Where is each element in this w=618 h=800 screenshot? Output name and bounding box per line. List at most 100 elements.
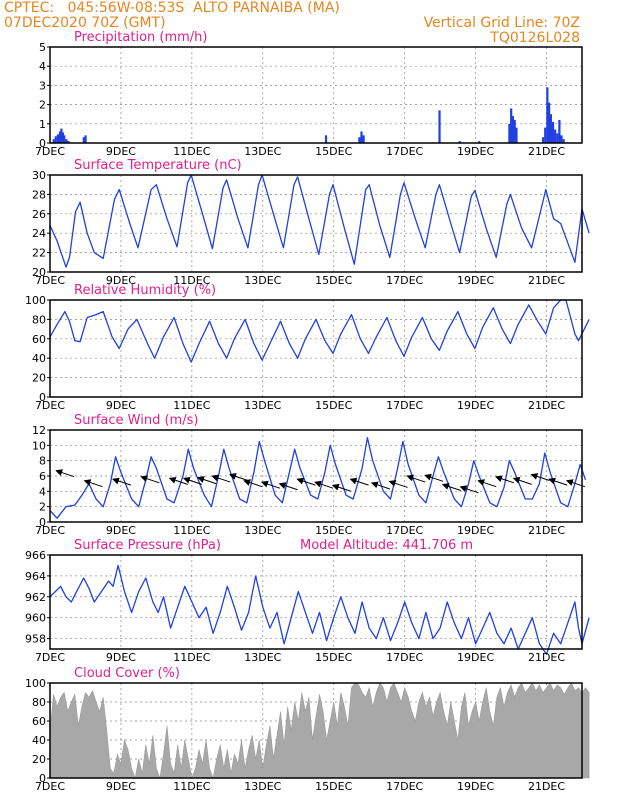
cloud-ytick: 100 [25, 677, 46, 690]
precip-bar [558, 119, 561, 143]
temperature-line [49, 174, 590, 268]
temperature-xtick: 19DEC [457, 274, 494, 287]
wind-panel: 0 2 4 6 8 10 12 7DEC 9DEC 11DEC 13DEC 15DEC 17DEC 19D… [32, 413, 587, 537]
humidity-ytick: 80 [32, 313, 46, 326]
station-line: CPTEC: 045:56W-08:53S ALTO PARNAIBA (MA) [4, 0, 340, 16]
wind-arrow [182, 476, 203, 485]
date-line: 07DEC2020 70Z (GMT) [4, 15, 166, 31]
precip-bar [54, 136, 57, 143]
cloud-ytick: 80 [32, 696, 46, 709]
cloud-ytick: 60 [32, 715, 46, 728]
humidity-ytick: 20 [32, 372, 46, 385]
pressure-ytick: 962 [25, 591, 46, 604]
precip-bar [324, 135, 328, 143]
temperature-ytick: 22 [32, 247, 46, 260]
wind-arrow [530, 473, 550, 482]
wind-xtick: 17DEC [386, 524, 423, 537]
pressure-panel: 958 960 962 964 966 7DEC 9DEC 11DEC 13DEC 15DEC 17… [25, 538, 590, 664]
temperature-frame [49, 174, 583, 273]
wind-arrow [260, 480, 281, 489]
wind-arrow [388, 480, 408, 488]
precip-bar [548, 102, 551, 143]
pressure-xtick: 19DEC [457, 651, 494, 664]
precip-bar [358, 137, 361, 143]
humidity-xtick: 21DEC [528, 399, 565, 412]
pressure-frame [49, 554, 583, 650]
temperature-xtick: 17DEC [386, 274, 423, 287]
wind-ytick: 12 [32, 424, 46, 437]
precip-bar [56, 134, 60, 143]
precipitation-xtick: 21DEC [528, 145, 565, 158]
temperature-ytick: 26 [32, 208, 46, 221]
precip-bar [510, 108, 513, 143]
wind-xtick: 19DEC [457, 524, 494, 537]
precip-bar [82, 137, 85, 143]
precipitation-ytick: 3 [39, 79, 46, 92]
model-code: TQ0126L028 [489, 30, 580, 46]
wind-arrow [296, 477, 316, 486]
wind-arrow [55, 469, 75, 478]
wind-arrow [278, 482, 298, 491]
humidity-panel: 0 20 40 60 80 100 7DEC 9DEC 11DEC 13DEC 15DEC 17DEC… [25, 283, 590, 412]
temperature-ytick: 28 [32, 188, 46, 201]
precipitation-ytick: 1 [39, 118, 46, 131]
precipitation-panel: 0 1 2 3 4 5 7DEC 9DEC 11DEC 13DEC 15DEC 17DEC 19DEC 2… [35, 30, 583, 158]
precip-bar [549, 114, 552, 143]
temperature-xtick: 11DEC [173, 274, 210, 287]
precipitation-xtick: 7DEC [35, 145, 65, 158]
cloud-panel: 0 20 40 60 80 100 7DEC 9DEC 11DEC 13DEC 15DEC 17DEC… [25, 666, 590, 793]
precip-bar [546, 87, 549, 143]
humidity-xtick: 19DEC [457, 399, 494, 412]
wind-arrow [197, 476, 217, 485]
precip-bar [556, 133, 559, 143]
humidity-ytick: 100 [25, 294, 46, 307]
cloud-xtick: 19DEC [457, 780, 494, 793]
wind-arrow [406, 474, 426, 483]
precip-bar [63, 135, 66, 143]
wind-arrow [477, 479, 497, 488]
pressure-title: Surface Pressure (hPa) [74, 538, 221, 553]
precipitation-ytick: 0 [39, 137, 46, 150]
pressure-xtick: 7DEC [35, 651, 65, 664]
temperature-xtick: 7DEC [35, 274, 65, 287]
humidity-xtick: 17DEC [386, 399, 423, 412]
pressure-ytick: 966 [25, 549, 46, 562]
wind-ytick: 4 [39, 485, 46, 498]
precipitation-ytick: 4 [39, 60, 46, 73]
cloud-xtick: 21DEC [528, 780, 565, 793]
wind-xtick: 15DEC [315, 524, 352, 537]
wind-arrow [314, 480, 334, 489]
pressure-annotation: Model Altitude: 441.706 m [300, 538, 473, 553]
cloud-xtick: 15DEC [315, 780, 352, 793]
pressure-line [49, 564, 590, 655]
cloud-xtick: 11DEC [173, 780, 210, 793]
cloud-frame [49, 682, 583, 779]
precip-bar [544, 127, 547, 143]
precipitation-xtick: 13DEC [244, 145, 281, 158]
precipitation-xtick: 19DEC [457, 145, 494, 158]
wind-arrow [441, 483, 461, 491]
humidity-xtick: 11DEC [173, 399, 210, 412]
precipitation-frame [49, 46, 583, 144]
humidity-xtick: 15DEC [315, 399, 352, 412]
precip-bar [84, 135, 87, 143]
precip-bar [554, 129, 557, 143]
precip-bar [551, 121, 555, 143]
wind-xtick: 13DEC [244, 524, 281, 537]
precip-bar [52, 139, 55, 143]
wind-line [49, 437, 587, 519]
wind-ytick: 10 [32, 439, 46, 452]
precipitation-ytick: 5 [39, 41, 46, 54]
pressure-xtick: 21DEC [528, 651, 565, 664]
temperature-ytick: 30 [32, 169, 46, 182]
wind-ytick: 8 [39, 455, 46, 468]
wind-ytick: 6 [39, 470, 46, 483]
wind-ytick: 0 [39, 516, 46, 529]
temperature-xtick: 13DEC [244, 274, 281, 287]
wind-xtick: 7DEC [35, 524, 65, 537]
temperature-ytick: 20 [32, 266, 46, 279]
precip-bar [60, 128, 63, 143]
wind-arrow [459, 485, 479, 494]
